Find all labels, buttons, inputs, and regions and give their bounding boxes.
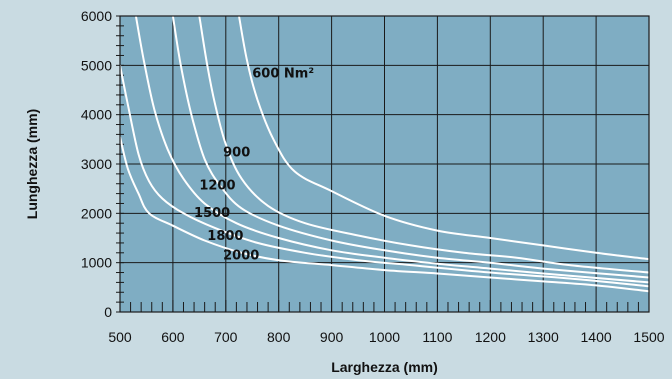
x-tick-label: 800 [267, 329, 291, 345]
y-tick-label: 2000 [81, 205, 112, 221]
x-tick-label: 600 [161, 329, 185, 345]
curve-label: 2000 [223, 249, 259, 264]
y-tick-label: 0 [104, 304, 112, 320]
y-tick-label: 1000 [81, 255, 112, 271]
curve-label: 1200 [199, 179, 235, 194]
x-tick-label: 700 [214, 329, 238, 345]
curve-2 [171, 16, 649, 279]
x-tick-label: 1300 [528, 329, 559, 345]
y-tick-label: 3000 [81, 156, 112, 172]
plot-frame [119, 15, 650, 313]
x-tick-labels: 500 600 700 800 900 1000 1100 1200 1300 1400 1500 [108, 329, 664, 345]
curve-label: 600 Nm² [252, 67, 314, 82]
curves [120, 16, 649, 293]
y-axis-title: Lunghezza (mm) [24, 109, 40, 219]
x-tick-label: 1200 [475, 329, 506, 345]
x-tick-label: 900 [320, 329, 344, 345]
curve-label: 1500 [194, 206, 230, 221]
y-tick-label: 6000 [81, 8, 112, 24]
curve-4 [120, 65, 649, 288]
curve-labels: 600 Nm² 900 1200 1500 1800 2000 [194, 67, 314, 264]
y-tick-label: 4000 [81, 107, 112, 123]
curve-3 [134, 16, 649, 284]
curve-1 [198, 16, 649, 274]
curve-label: 900 [223, 146, 250, 161]
curve-0 [238, 16, 649, 261]
curve-5 [120, 136, 649, 293]
x-axis-title: Larghezza (mm) [331, 359, 438, 375]
x-tick-label: 1500 [633, 329, 664, 345]
x-tick-label: 1000 [369, 329, 400, 345]
curve-label: 1800 [207, 229, 243, 244]
y-tick-labels: 0 1000 2000 3000 4000 5000 6000 [81, 8, 112, 320]
y-tick-label: 5000 [81, 57, 112, 73]
x-tick-label: 1400 [581, 329, 612, 345]
x-tick-label: 500 [108, 329, 132, 345]
x-tick-label: 1100 [422, 329, 452, 345]
